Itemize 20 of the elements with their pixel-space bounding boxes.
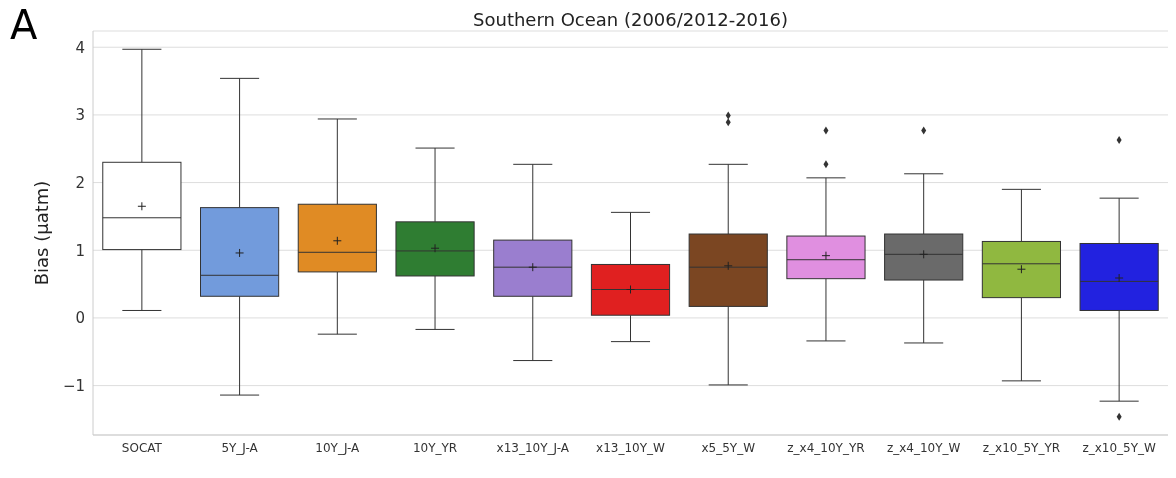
chart-title: Southern Ocean (2006/2012-2016) — [473, 9, 788, 30]
y-tick-label: 1 — [75, 241, 85, 260]
x-tick-label: x13_10Y_W — [596, 440, 666, 455]
y-tick-label: 4 — [75, 38, 85, 57]
x-tick-label: SOCAT — [121, 440, 163, 455]
y-axis-title: Bias (μatm) — [31, 180, 52, 286]
y-tick-label: 2 — [75, 173, 85, 192]
x-tick-label: z_x4_10Y_YR — [787, 440, 865, 455]
x-tick-label: x13_10Y_J-A — [496, 440, 570, 455]
x-tick-label: 5Y_J-A — [221, 440, 259, 455]
x-tick-label: 10Y_YR — [412, 440, 458, 455]
text: A — [10, 2, 38, 48]
x-tick-label: z_x10_5Y_YR — [982, 440, 1061, 455]
y-tick-label: 3 — [75, 106, 85, 125]
x-tick-label: x5_5Y_W — [701, 440, 756, 455]
y-tick-label: 0 — [75, 309, 85, 328]
y-tick-label: −1 — [62, 376, 85, 395]
x-tick-label: z_x4_10Y_W — [886, 440, 961, 455]
x-tick-label: z_x10_5Y_W — [1082, 440, 1157, 455]
x-tick-label: 10Y_J-A — [315, 440, 361, 455]
